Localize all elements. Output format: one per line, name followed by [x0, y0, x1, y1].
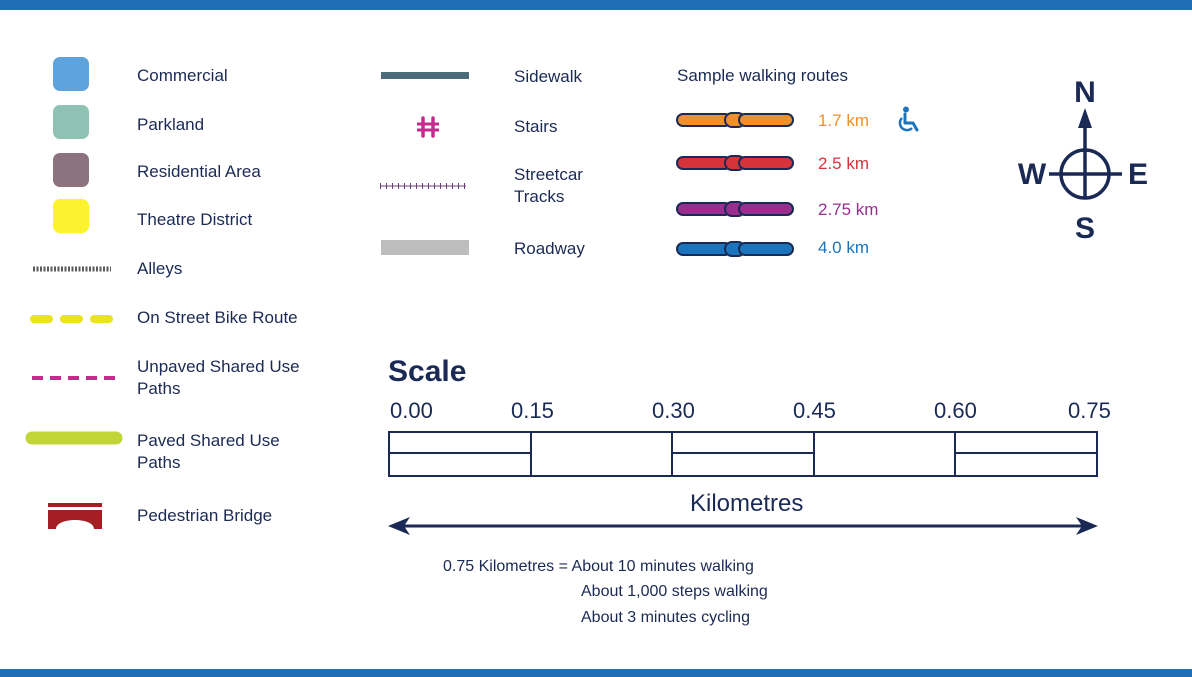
route-distance-1: 1.7 km: [818, 111, 870, 130]
legend-label-paved-paths: Paved Shared Use Paths: [137, 431, 280, 472]
route-pill-blue: [676, 241, 794, 257]
legend-label-bike-route: On Street Bike Route: [137, 308, 298, 327]
scale-tick-2: 0.30: [652, 398, 695, 423]
legend-label-roadway: Roadway: [514, 239, 585, 258]
scale-bar: [388, 431, 1098, 477]
scale-tick-0: 0.00: [390, 398, 433, 423]
theatre-swatch: [53, 199, 89, 233]
scale-title: Scale: [388, 355, 467, 388]
compass-west: W: [1018, 158, 1047, 191]
legend-label-alleys: Alleys: [137, 259, 183, 278]
scale-unit: Kilometres: [690, 490, 804, 517]
scale-note-1: 0.75 Kilometres = About 10 minutes walki…: [443, 558, 754, 575]
route-distance-3: 2.75 km: [818, 200, 879, 219]
scale-tick-1: 0.15: [511, 398, 554, 423]
unpaved-path-symbol: [32, 376, 120, 380]
legend-label-stairs: Stairs: [514, 117, 558, 136]
legend-label-bridge: Pedestrian Bridge: [137, 506, 273, 525]
legend-label-residential: Residential Area: [137, 162, 261, 181]
commercial-swatch: [53, 57, 89, 91]
scale-tick-3: 0.45: [793, 398, 836, 423]
bike-route-symbol: [30, 315, 120, 323]
wheelchair-icon: [898, 106, 919, 132]
alley-line-symbol: [33, 266, 111, 272]
bridge-icon: [48, 503, 102, 529]
route-pill-orange: [676, 112, 794, 128]
legend-label-parkland: Parkland: [137, 115, 205, 134]
route-pill-purple: [676, 201, 794, 217]
compass-rose-icon: N S W E: [1018, 76, 1148, 245]
compass-south: S: [1075, 212, 1095, 245]
stairs-icon: [417, 116, 439, 138]
bottom-band: [0, 669, 1192, 677]
compass-north: N: [1074, 76, 1096, 109]
top-band: [0, 0, 1192, 10]
route-distance-4: 4.0 km: [818, 238, 870, 257]
route-distance-2: 2.5 km: [818, 154, 870, 173]
distance-arrow: [388, 517, 1098, 535]
legend-label-unpaved-paths: Unpaved Shared Use Paths: [137, 357, 300, 398]
legend-label-theatre: Theatre District: [137, 210, 253, 229]
roadway-symbol: [381, 240, 469, 255]
streetcar-track-symbol: [380, 183, 466, 189]
routes-title: Sample walking routes: [677, 66, 849, 85]
scale-note-3: About 3 minutes cycling: [581, 609, 750, 626]
parkland-swatch: [53, 105, 89, 139]
residential-swatch: [53, 153, 89, 187]
scale-note-2: About 1,000 steps walking: [581, 583, 768, 600]
paved-path-symbol: [25, 431, 123, 445]
legend-label-streetcar: Streetcar Tracks: [514, 165, 583, 206]
route-pill-red: [676, 155, 794, 171]
compass-east: E: [1128, 158, 1148, 191]
legend-label-commercial: Commercial: [137, 66, 228, 85]
legend-label-sidewalk: Sidewalk: [514, 67, 583, 86]
sidewalk-symbol: [381, 72, 469, 79]
scale-tick-5: 0.75: [1068, 398, 1111, 423]
scale-tick-4: 0.60: [934, 398, 977, 423]
